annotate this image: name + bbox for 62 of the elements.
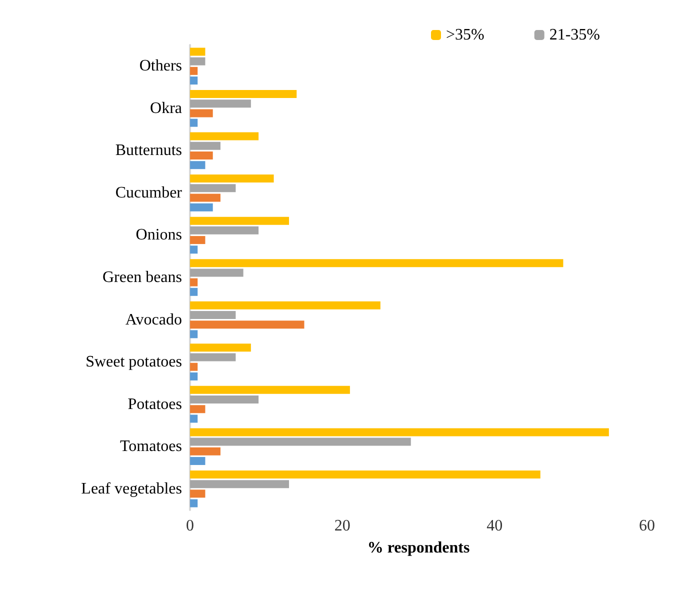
bar bbox=[190, 330, 198, 338]
bar bbox=[190, 132, 259, 140]
bar bbox=[190, 259, 564, 268]
bar bbox=[190, 203, 213, 212]
x-tick-label: 20 bbox=[334, 518, 350, 534]
legend-label: >35% bbox=[446, 26, 484, 44]
bar bbox=[190, 76, 198, 85]
y-tick-label: Potatoes bbox=[128, 396, 182, 413]
bar bbox=[190, 118, 198, 127]
bar bbox=[190, 320, 304, 329]
bar bbox=[190, 438, 411, 446]
y-tick-label: Onions bbox=[136, 226, 182, 244]
bar bbox=[190, 414, 198, 423]
bar bbox=[190, 499, 198, 508]
bar bbox=[190, 396, 259, 404]
x-axis-title: % respondents bbox=[367, 540, 470, 556]
bar bbox=[190, 57, 206, 66]
y-tick-label: Butternuts bbox=[115, 142, 182, 160]
bar bbox=[190, 372, 198, 380]
bar bbox=[190, 216, 290, 225]
y-tick-label: Okra bbox=[150, 100, 182, 117]
bar bbox=[190, 278, 198, 286]
bar bbox=[190, 90, 297, 98]
bar bbox=[190, 288, 198, 296]
bar bbox=[190, 142, 220, 150]
x-tick-label: 0 bbox=[186, 518, 194, 534]
bar bbox=[190, 100, 251, 108]
bar bbox=[190, 428, 609, 436]
legend-label: 21-35% bbox=[549, 26, 600, 44]
bar bbox=[190, 344, 251, 352]
y-tick-label: Sweet potatoes bbox=[86, 354, 182, 371]
bar bbox=[190, 48, 206, 56]
bar bbox=[190, 447, 220, 456]
bar bbox=[190, 353, 236, 362]
bar bbox=[190, 66, 198, 75]
bar bbox=[190, 174, 274, 183]
bar bbox=[190, 490, 206, 498]
bar bbox=[190, 161, 206, 170]
bar bbox=[190, 194, 220, 202]
bar bbox=[190, 151, 213, 160]
bar bbox=[190, 310, 236, 319]
y-tick-label: Cucumber bbox=[115, 184, 183, 202]
x-tick-label: 40 bbox=[486, 518, 503, 534]
bar bbox=[190, 184, 236, 192]
bar bbox=[190, 480, 290, 488]
bar bbox=[190, 386, 350, 394]
bar bbox=[190, 246, 198, 254]
y-tick-label: Others bbox=[139, 58, 182, 75]
x-tick-label: 60 bbox=[639, 518, 655, 534]
bar bbox=[190, 301, 380, 310]
bar bbox=[190, 268, 244, 277]
y-tick-label: Leaf vegetables bbox=[81, 480, 182, 498]
bar bbox=[190, 456, 206, 465]
y-tick-label: Green beans bbox=[102, 269, 182, 286]
bar bbox=[190, 470, 540, 478]
y-tick-label: Avocado bbox=[125, 311, 182, 328]
bar bbox=[190, 226, 259, 234]
bar bbox=[190, 362, 198, 371]
bar bbox=[190, 109, 213, 118]
bar bbox=[190, 405, 206, 414]
y-tick-label: Tomatoes bbox=[120, 438, 182, 456]
bar bbox=[190, 236, 206, 244]
